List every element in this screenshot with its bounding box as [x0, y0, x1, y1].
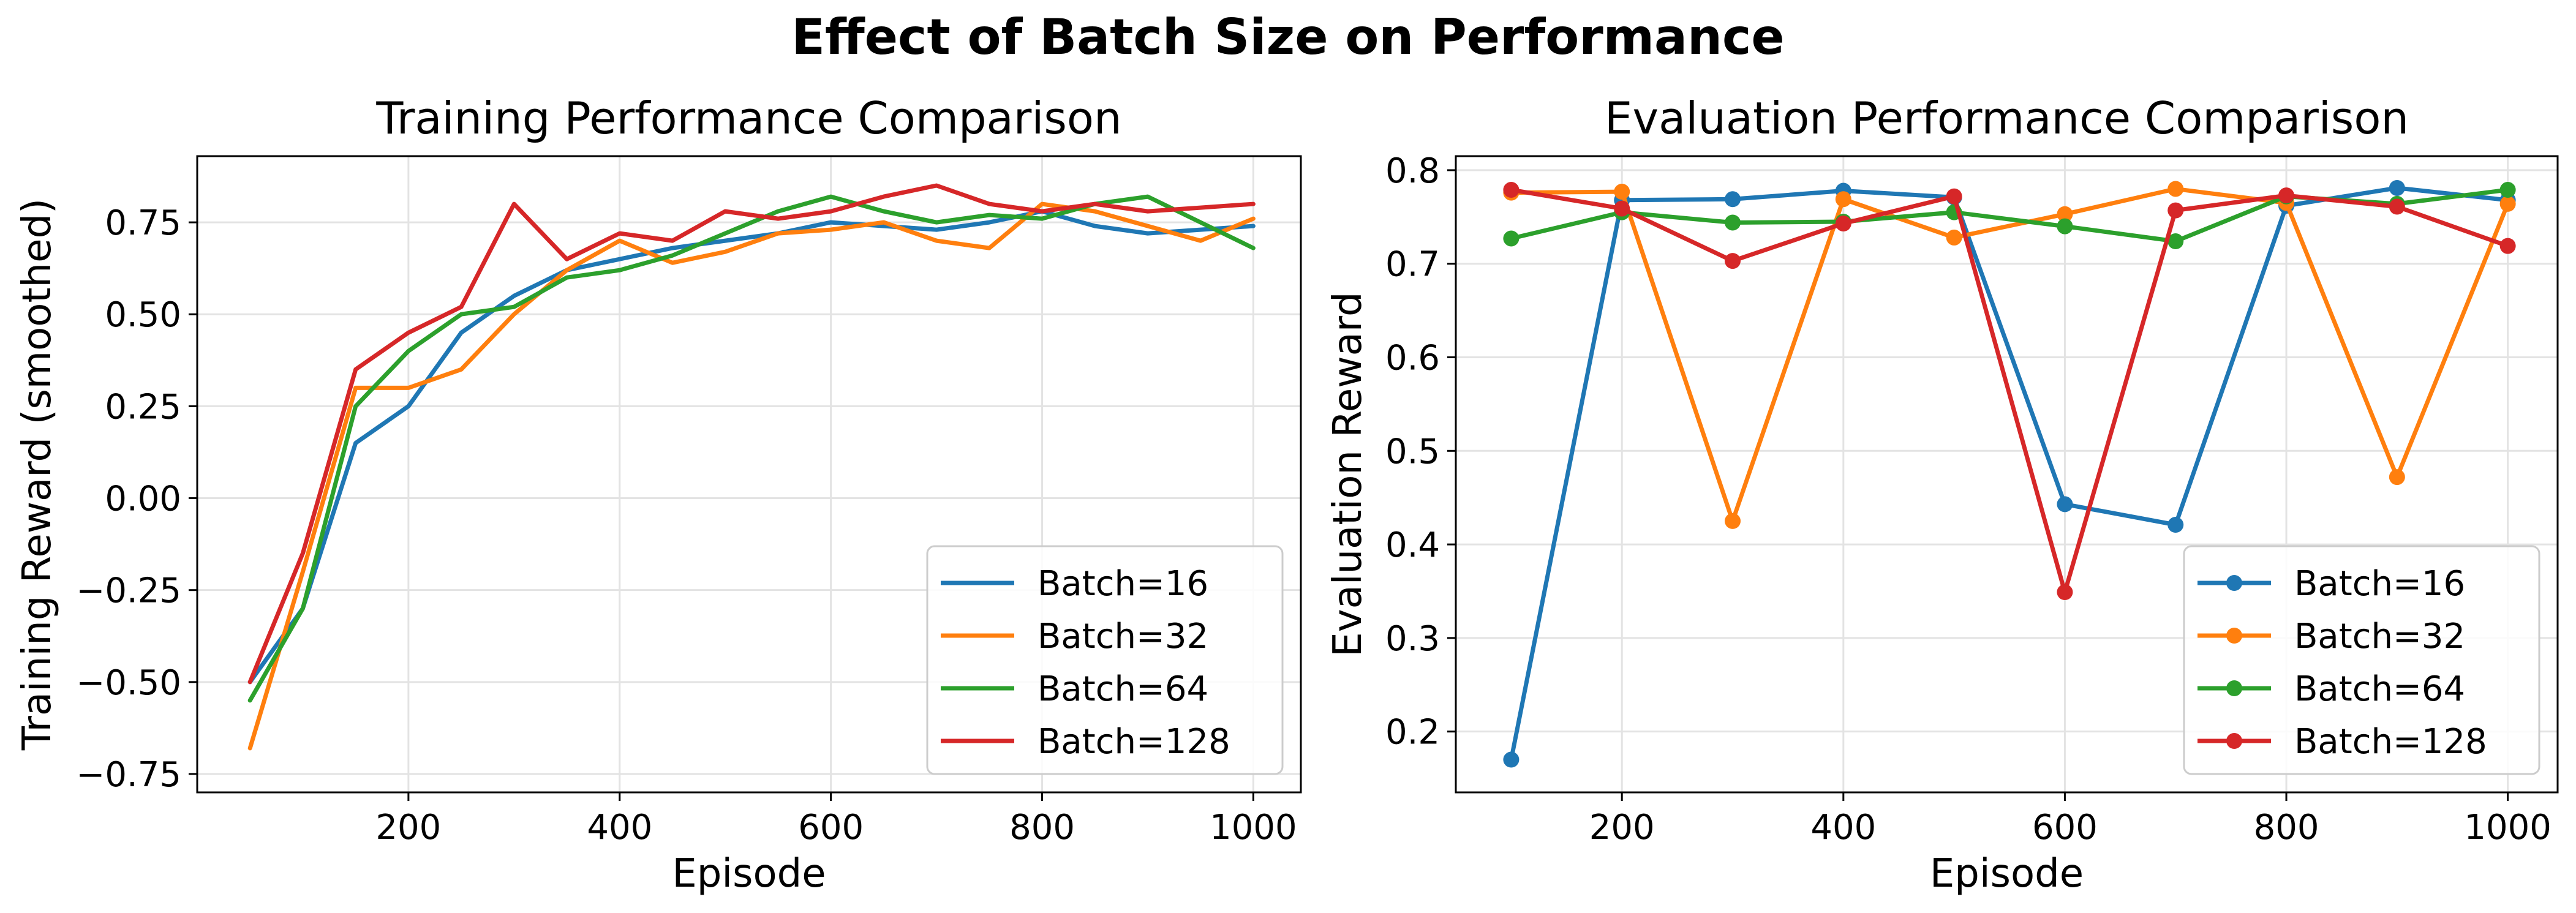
data-point-batch-128: [1835, 216, 1851, 232]
series-line-batch-128: [1508, 187, 2510, 595]
data-point-batch-128: [1725, 253, 1741, 269]
series-line-batch-128: [247, 183, 1256, 685]
legend-label-batch-128: Batch=128: [2294, 722, 2487, 762]
y-axis-label: Evaluation Reward: [1325, 291, 1371, 656]
x-tick-label: 400: [1810, 808, 1876, 847]
data-point-batch-128: [2057, 584, 2073, 601]
figure-title: Effect of Batch Size on Performance: [791, 9, 1785, 66]
series-layer: [247, 183, 1256, 751]
y-tick-label: 0.6: [1385, 339, 1440, 378]
x-tick-label: 1000: [1210, 808, 1297, 847]
data-point-batch-64: [2167, 233, 2184, 250]
data-point-batch-32: [1835, 191, 1851, 208]
series-line-batch-16: [247, 209, 1256, 685]
data-point-batch-16: [1503, 751, 1520, 768]
data-point-batch-64: [1503, 230, 1520, 247]
x-axis-label: Episode: [1930, 851, 2084, 896]
data-point-batch-16: [1725, 191, 1741, 208]
data-point-batch-128: [1946, 188, 1962, 205]
y-tick-label: 0.00: [105, 479, 181, 519]
data-point-batch-128: [2499, 238, 2516, 254]
legend-marker-batch-128: [2226, 733, 2242, 749]
data-point-batch-64: [2499, 182, 2516, 198]
y-tick-label: 0.8: [1385, 151, 1440, 191]
legend-marker-batch-32: [2226, 628, 2242, 644]
training-chart: 200 400 600 800 1000 −0.75 −0.50 −0.25 0.00 0.25 0…: [15, 92, 1302, 896]
evaluation-chart: 200 400 600 800 1000 0.2 0.3 0.4 0.5 0.6 0.7 0.8 Eva…: [1325, 92, 2559, 896]
data-point-batch-128: [2167, 202, 2184, 219]
legend-label-batch-128: Batch=128: [1038, 722, 1230, 762]
y-axis-label: Training Reward (smoothed): [15, 198, 60, 751]
legend-label-batch-64: Batch=64: [1038, 669, 1208, 709]
x-axis-label: Episode: [672, 851, 826, 896]
x-tick-label: 600: [798, 808, 864, 847]
data-point-batch-128: [1503, 182, 1520, 198]
y-tick-label: −0.50: [76, 663, 181, 703]
legend-label-batch-64: Batch=64: [2294, 669, 2465, 709]
data-point-batch-32: [2389, 469, 2405, 486]
data-point-batch-32: [1614, 184, 1630, 200]
data-point-batch-32: [1725, 513, 1741, 529]
data-point-batch-32: [2499, 195, 2516, 212]
y-tick-label: −0.75: [76, 755, 181, 795]
legend-label-batch-32: Batch=32: [1038, 617, 1208, 656]
legend-marker-batch-64: [2226, 680, 2242, 696]
x-tick-label: 400: [587, 808, 652, 847]
x-tick-label: 800: [2254, 808, 2319, 847]
data-point-batch-16: [2389, 179, 2405, 196]
series-layer: [1503, 179, 2516, 768]
data-point-batch-32: [2167, 181, 2184, 197]
series-line-batch-32: [247, 201, 1256, 751]
y-tick-label: −0.25: [76, 571, 181, 611]
y-tick-label: 0.75: [105, 203, 181, 243]
x-tick-label: 1000: [2464, 808, 2552, 847]
x-tick-label: 800: [1009, 808, 1075, 847]
data-point-batch-16: [2167, 517, 2184, 533]
data-point-batch-128: [2389, 198, 2405, 215]
y-tick-label: 0.50: [105, 295, 181, 335]
axes-frame: [1455, 155, 2559, 794]
legend-label-batch-16: Batch=16: [2294, 564, 2465, 604]
data-point-batch-64: [2057, 218, 2073, 235]
y-tick-label: 0.5: [1385, 432, 1440, 472]
y-tick-label: 0.7: [1385, 245, 1440, 285]
x-tick-label: 600: [2032, 808, 2098, 847]
y-tick-label: 0.3: [1385, 619, 1440, 659]
legend: [2183, 545, 2540, 775]
legend: [926, 545, 1284, 775]
data-point-batch-128: [1614, 200, 1630, 217]
data-point-batch-32: [2057, 206, 2073, 222]
y-tick-label: 0.25: [105, 387, 181, 427]
y-tick-label: 0.2: [1385, 713, 1440, 753]
legend-label-batch-32: Batch=32: [2294, 617, 2465, 656]
x-tick-label: 200: [1589, 808, 1655, 847]
legend-label-batch-16: Batch=16: [1038, 564, 1208, 604]
series-line-batch-64: [1508, 187, 2510, 244]
x-tick-label: 200: [375, 808, 441, 847]
data-point-batch-16: [2057, 496, 2073, 513]
data-point-batch-32: [1946, 229, 1962, 246]
data-point-batch-128: [2278, 187, 2295, 204]
chart-title: Training Performance Comparison: [375, 92, 1121, 144]
data-point-batch-64: [1725, 214, 1741, 231]
axes-frame: [196, 155, 1302, 794]
legend-marker-batch-16: [2226, 575, 2242, 591]
y-tick-label: 0.4: [1385, 525, 1440, 565]
series-line-batch-32: [1508, 187, 2510, 524]
chart-title: Evaluation Performance Comparison: [1605, 92, 2409, 144]
series-line-batch-16: [1508, 186, 2510, 762]
